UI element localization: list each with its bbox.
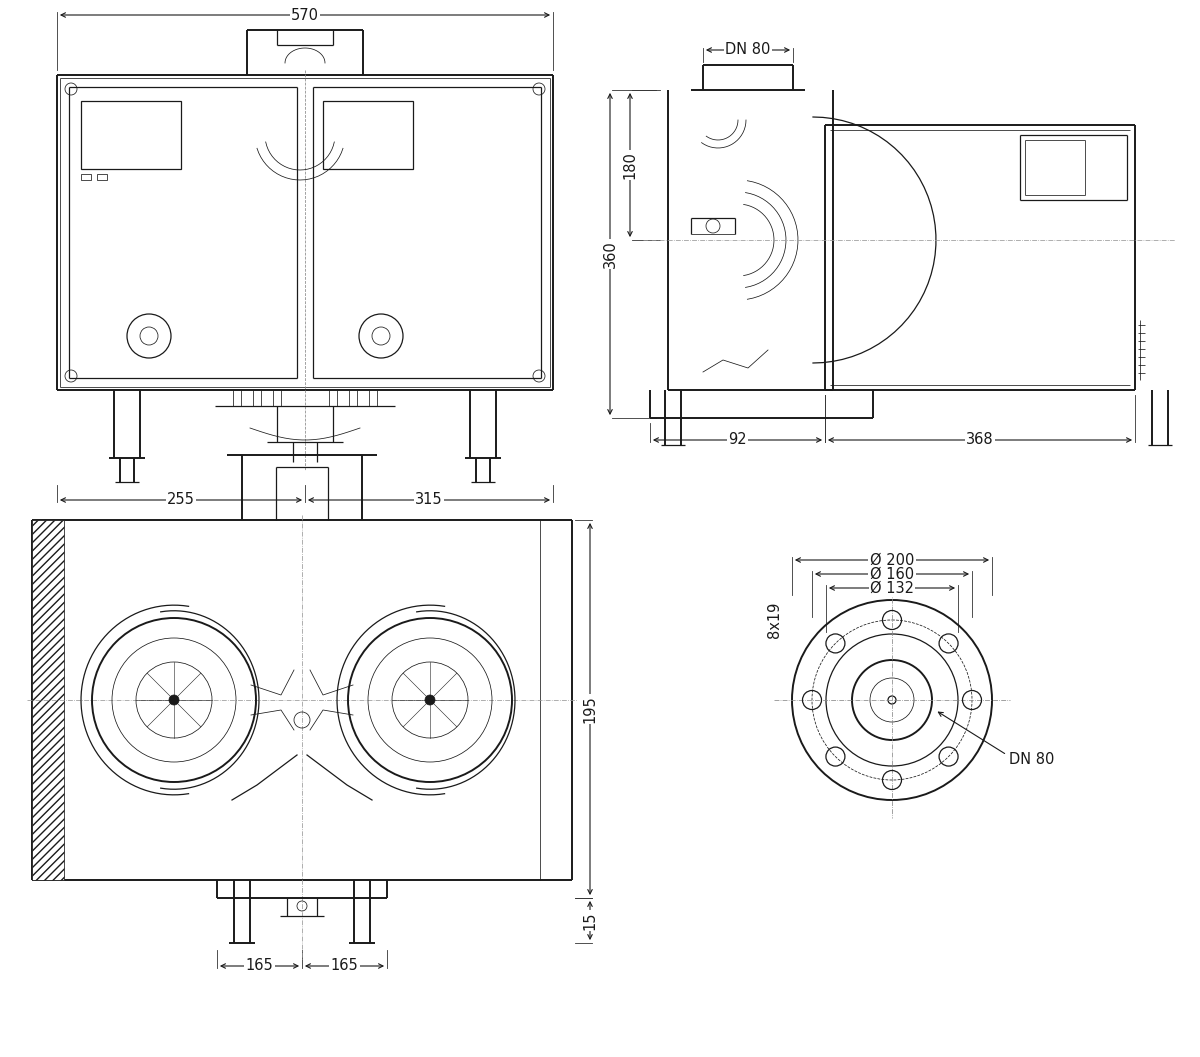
Text: 15: 15 xyxy=(582,911,598,930)
Text: DN 80: DN 80 xyxy=(1009,753,1055,767)
Text: 315: 315 xyxy=(415,493,443,507)
Text: 165: 165 xyxy=(246,959,274,973)
Bar xyxy=(82,174,91,180)
Text: 195: 195 xyxy=(582,696,598,723)
Text: Ø 160: Ø 160 xyxy=(870,567,914,581)
Text: 8x19: 8x19 xyxy=(767,601,781,638)
Text: 92: 92 xyxy=(728,432,746,447)
Bar xyxy=(323,101,413,169)
Circle shape xyxy=(888,696,896,704)
Text: Ø 132: Ø 132 xyxy=(870,580,914,595)
Text: Ø 200: Ø 200 xyxy=(870,553,914,568)
Text: 180: 180 xyxy=(623,151,637,179)
Bar xyxy=(82,101,181,169)
Text: 255: 255 xyxy=(167,493,194,507)
Text: 165: 165 xyxy=(331,959,359,973)
Text: 368: 368 xyxy=(966,432,994,447)
Polygon shape xyxy=(32,520,64,880)
Text: 570: 570 xyxy=(292,7,319,22)
Text: 360: 360 xyxy=(602,240,618,267)
Circle shape xyxy=(169,696,179,705)
Bar xyxy=(97,174,107,180)
Circle shape xyxy=(425,696,436,705)
Text: DN 80: DN 80 xyxy=(725,42,770,57)
